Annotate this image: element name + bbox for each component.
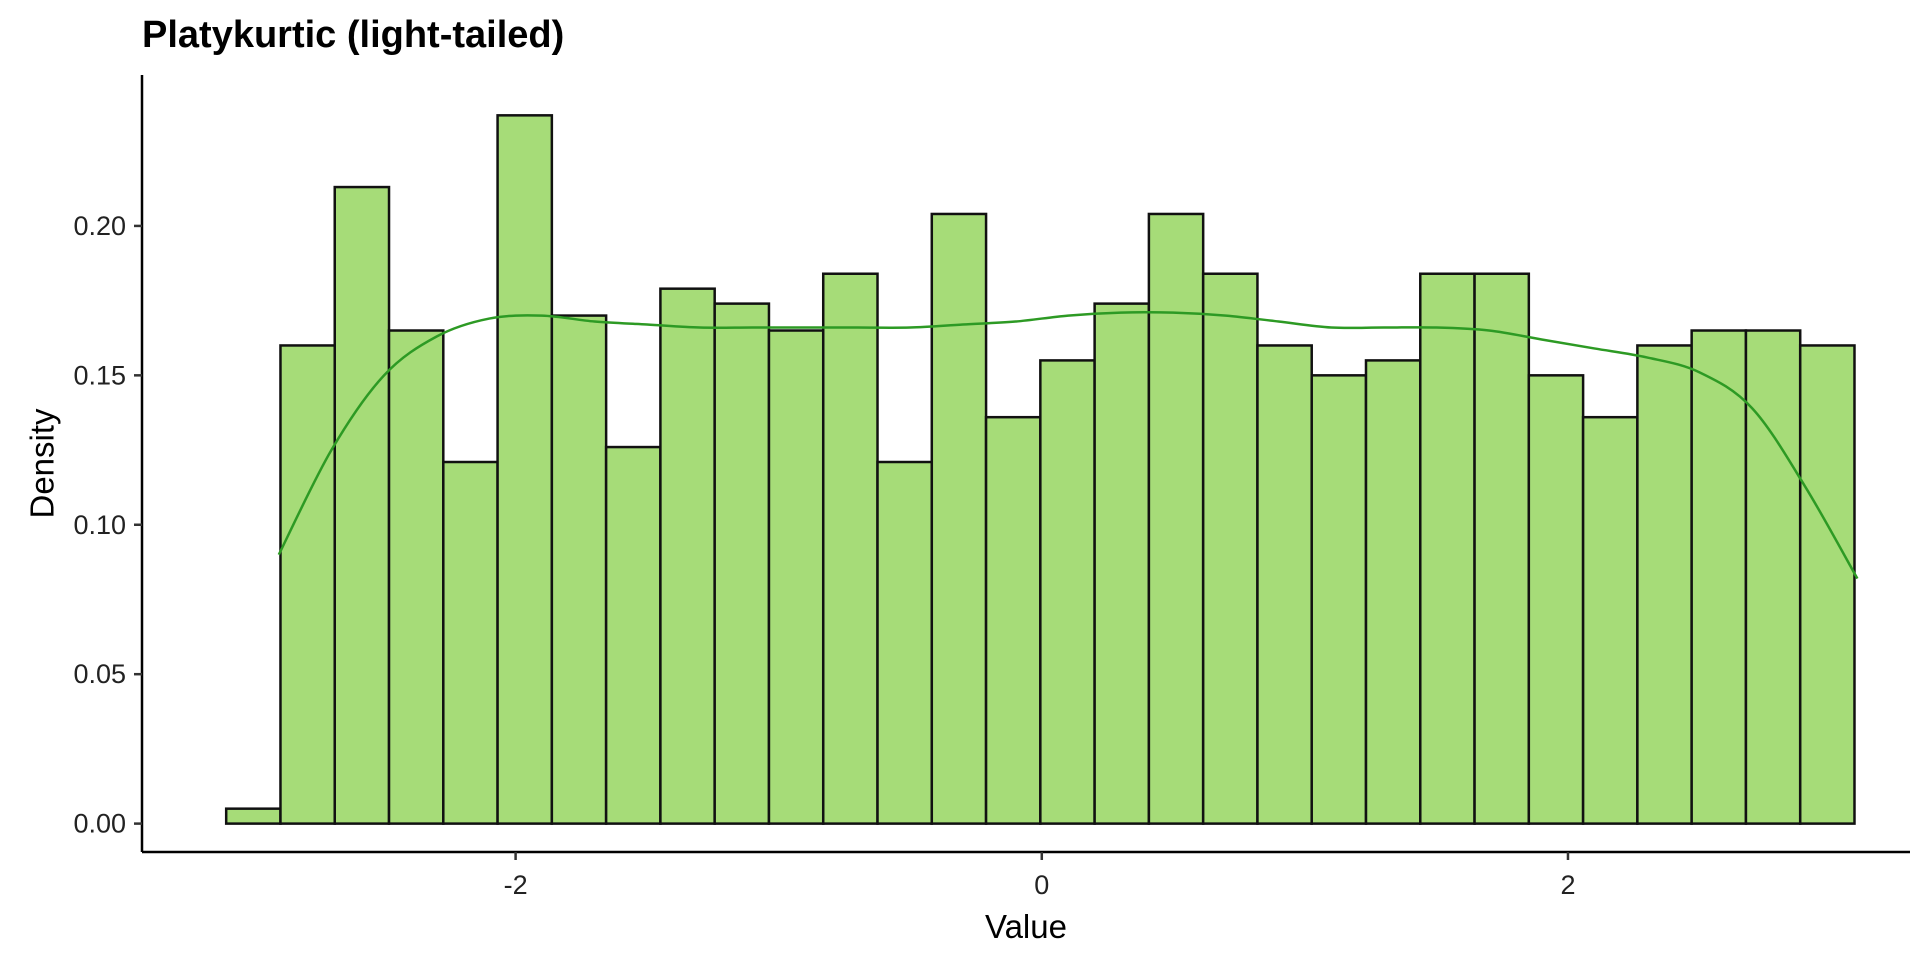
y-axis-label: Density: [24, 408, 61, 519]
histogram-bar: [1201, 272, 1259, 825]
x-tick-label: 0: [1034, 870, 1049, 900]
histogram-bar: [1147, 212, 1205, 825]
histogram-bar: [1310, 374, 1368, 825]
histogram-bar: [1364, 359, 1422, 825]
histogram-bar: [224, 807, 282, 825]
y-tick-label: 0.05: [73, 659, 126, 689]
histogram-bar: [930, 212, 988, 825]
histogram-bar: [1527, 374, 1585, 825]
histogram-bar: [659, 287, 716, 825]
histogram-bar: [1744, 329, 1802, 825]
histogram-bar: [713, 302, 771, 825]
histogram-bar: [333, 185, 391, 825]
histogram-bar: [1798, 344, 1856, 825]
histogram-bar: [604, 445, 662, 825]
y-axis-ticks: 0.00 0.05 0.10 0.15 0.20: [73, 211, 142, 839]
density-curve: [277, 310, 1859, 580]
x-axis-label: Value: [985, 908, 1067, 945]
x-tick-label: -2: [504, 870, 528, 900]
histogram-bar: [821, 272, 879, 825]
y-tick-label: 0.15: [73, 360, 126, 390]
x-tick-label: 2: [1560, 870, 1575, 900]
histogram-bar: [496, 114, 554, 825]
histogram-bar: [279, 344, 336, 825]
histogram-bar: [1690, 329, 1748, 825]
histogram-bar: [1093, 302, 1151, 825]
histogram-bar: [767, 329, 825, 825]
histogram-bar: [550, 314, 608, 825]
y-tick-label: 0.10: [73, 510, 126, 540]
histogram-bar: [1473, 272, 1531, 825]
histogram-bar: [442, 460, 499, 825]
chart-title: Platykurtic (light-tailed): [142, 14, 564, 56]
histogram-bar: [1039, 359, 1096, 825]
histogram-bar: [1419, 272, 1476, 825]
histogram-bar: [1636, 344, 1693, 825]
y-tick-label: 0.00: [73, 809, 126, 839]
y-tick-label: 0.20: [73, 211, 126, 241]
x-axis-ticks: -2 0 2: [504, 852, 1575, 900]
histogram-bar: [984, 415, 1042, 825]
histogram-bar: [1256, 344, 1313, 825]
histogram-bar: [876, 460, 934, 825]
histogram-bar: [1581, 415, 1639, 825]
histogram-bar: [387, 329, 445, 825]
histogram-bars: [224, 114, 1856, 825]
